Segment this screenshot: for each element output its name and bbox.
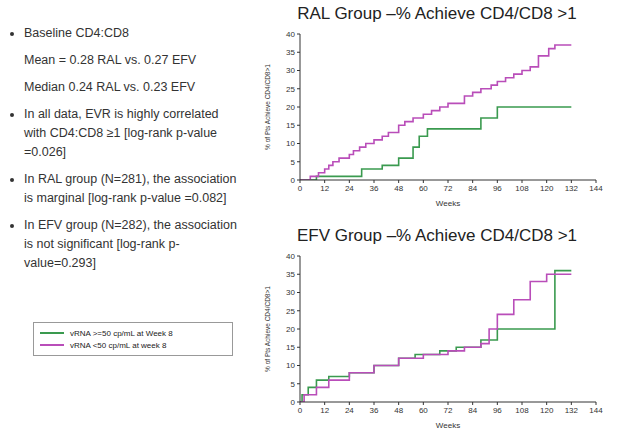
- svg-text:5: 5: [291, 158, 296, 167]
- svg-text:0: 0: [291, 398, 296, 407]
- svg-text:48: 48: [394, 406, 403, 415]
- html-text:Mean = 0.28 RAL vs. 0.27 EFV: Mean = 0.28 RAL vs. 0.27 EFV: [24, 53, 197, 67]
- svg-text:96: 96: [493, 184, 502, 193]
- svg-text:48: 48: [394, 184, 403, 193]
- svg-text:40: 40: [286, 30, 295, 39]
- svg-text:10: 10: [286, 139, 295, 148]
- svg-text:132: 132: [565, 184, 579, 193]
- svg-text:15: 15: [286, 121, 295, 130]
- svg-text:36: 36: [370, 184, 379, 193]
- svg-text:84: 84: [468, 406, 477, 415]
- svg-text:10: 10: [286, 361, 295, 370]
- svg-text:Weeks: Weeks: [436, 199, 460, 208]
- svg-text:84: 84: [468, 184, 477, 193]
- svg-text:0: 0: [298, 184, 303, 193]
- svg-text:96: 96: [493, 406, 502, 415]
- svg-text:132: 132: [565, 406, 579, 415]
- svg-text:120: 120: [540, 406, 554, 415]
- svg-text:30: 30: [286, 66, 295, 75]
- html-text:EFV Group –% Achieve CD4/CD8 >: EFV Group –% Achieve CD4/CD8 >1: [296, 226, 578, 245]
- svg-text:Weeks: Weeks: [436, 421, 460, 430]
- svg-text:25: 25: [286, 307, 295, 316]
- html-text:Baseline CD4:CD8: Baseline CD4:CD8: [24, 26, 129, 40]
- svg-text:108: 108: [515, 406, 529, 415]
- svg-text:36: 36: [370, 406, 379, 415]
- svg-text:% of Pts Achieve CD4/CD8>1: % of Pts Achieve CD4/CD8>1: [264, 64, 271, 150]
- svg-text:0: 0: [298, 406, 303, 415]
- html-text:In EFV group (N=282), the asso: In EFV group (N=282), the association is…: [24, 218, 237, 270]
- svg-text:20: 20: [286, 103, 295, 112]
- svg-text:5: 5: [291, 380, 296, 389]
- svg-text:15: 15: [286, 343, 295, 352]
- html-text:In all data, EVR is highly cor: In all data, EVR is highly correlated wi…: [24, 107, 219, 159]
- svg-text:0: 0: [291, 176, 296, 185]
- svg-text:12: 12: [320, 184, 329, 193]
- svg-text:120: 120: [540, 184, 554, 193]
- svg-text:24: 24: [345, 184, 354, 193]
- html-text:In RAL group (N=281), the asso: In RAL group (N=281), the association is…: [24, 172, 237, 205]
- svg-text:% of Pts Achieve CD4/CD8>1: % of Pts Achieve CD4/CD8>1: [264, 286, 271, 372]
- svg-text:144: 144: [589, 406, 603, 415]
- svg-text:35: 35: [286, 270, 295, 279]
- svg-text:60: 60: [419, 406, 428, 415]
- html-text:vRNA >=50 cp/mL at Week 8: vRNA >=50 cp/mL at Week 8: [70, 328, 173, 338]
- svg-text:24: 24: [345, 406, 354, 415]
- svg-text:25: 25: [286, 85, 295, 94]
- svg-text:72: 72: [444, 184, 453, 193]
- svg-text:60: 60: [419, 184, 428, 193]
- svg-text:30: 30: [286, 288, 295, 297]
- svg-text:35: 35: [286, 48, 295, 57]
- svg-text:40: 40: [286, 252, 295, 261]
- html-text:RAL Group –% Achieve CD4/CD8 >: RAL Group –% Achieve CD4/CD8 >1: [297, 4, 577, 23]
- svg-text:12: 12: [320, 406, 329, 415]
- svg-text:72: 72: [444, 406, 453, 415]
- svg-text:20: 20: [286, 325, 295, 334]
- svg-text:108: 108: [515, 184, 529, 193]
- html-text:Median 0.24 RAL vs. 0.23 EFV: Median 0.24 RAL vs. 0.23 EFV: [24, 80, 196, 94]
- svg-text:144: 144: [589, 184, 603, 193]
- html-text:vRNA <50 cp/mL at week 8: vRNA <50 cp/mL at week 8: [70, 340, 167, 350]
